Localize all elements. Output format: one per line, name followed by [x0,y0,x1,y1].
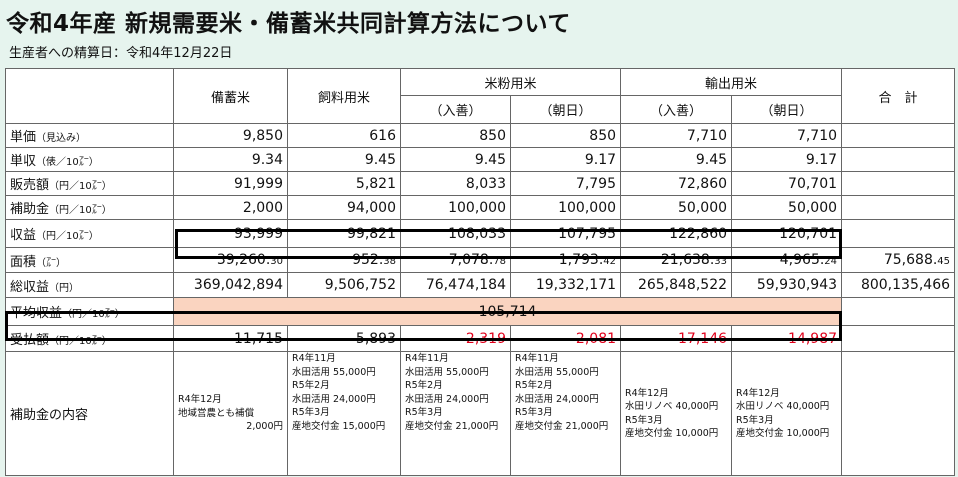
row-label: 単価（見込み） [5,123,174,148]
header-bichiku: 備蓄米 [173,68,288,124]
table-row-subsidy-details: 補助金の内容 R4年12月 地域営農とも補償 2,000円 R4年11月 水田活… [5,351,956,476]
subsidy-detail-cell: R4年12月 地域営農とも補償 2,000円 [173,351,288,476]
table-cell: 9,850 [173,123,288,148]
row-label: 収益（円／10㌃） [5,219,174,248]
table-row-total-revenue: 総収益（円） 369,042,894 9,506,752 76,474,184 … [5,272,956,298]
row-label: 単収（俵／10㌃） [5,147,174,172]
table-cell: 7,795 [509,171,622,196]
table-cell: 93,999 [173,219,288,248]
table-cell: 8,033 [400,171,511,196]
table-cell: 265,848,522 [620,272,733,298]
subsidy-detail-cell: R4年11月 水田活用 55,000円 R5年2月 水田活用 24,000円 R… [400,351,511,476]
table-cell: 39,260.30 [173,247,288,273]
table-cell-total [841,297,956,326]
table-cell-total [841,171,956,196]
table-row-average: 平均収益（円／10㌃） 105,714 [5,297,956,326]
row-label: 補助金の内容 [5,351,174,476]
subsidy-detail-cell: R4年11月 水田活用 55,000円 R5年2月 水田活用 24,000円 R… [509,351,622,476]
table-cell: 120,701 [731,219,843,248]
table-cell: 70,701 [731,171,843,196]
row-label: 総収益（円） [5,272,174,298]
table-cell: 21,638.33 [620,247,733,273]
subsidy-detail-cell: R4年12月 水田リノベ 40,000円 R5年3月 産地交付金 10,000円 [620,351,733,476]
subsidy-detail-cell: R4年12月 水田リノベ 40,000円 R5年3月 産地交付金 10,000円 [731,351,843,476]
header-komeko-iri: （入善） [400,95,511,124]
row-label: 補助金（円／10㌃） [5,195,174,220]
table-cell-total: 800,135,466 [841,272,956,298]
subsidy-detail-cell: R4年11月 水田活用 55,000円 R5年2月 水田活用 24,000円 R… [287,351,401,476]
table-row-payment: 受払額（円／10㌃） 11,715 5,893 -2,319 -2,081 -1… [5,325,956,352]
table-cell-total [841,219,956,248]
table-row: 単価（見込み） 9,850 616 850 850 7,710 7,710 [5,123,956,148]
table-cell-total [841,351,956,476]
calculation-table: 備蓄米 飼料用米 米粉用米 輸出用米 合 計 （入善） （朝日） （入善） （朝… [5,68,956,476]
table-cell: 9.34 [173,147,288,172]
row-label: 面積（㌃） [5,247,174,273]
table-cell: 7,710 [620,123,733,148]
table-cell: 50,000 [731,195,843,220]
table-cell: 850 [400,123,511,148]
table-cell: 122,860 [620,219,733,248]
header-yushutsu: 輸出用米 [620,68,843,96]
header-corner [5,68,174,124]
table-cell-total: 75,688.45 [841,247,956,273]
table-cell-negative: -14,987 [731,325,843,352]
table-cell: 1,793.42 [509,247,622,273]
table-cell: 59,930,943 [731,272,843,298]
table-row: 単収（俵／10㌃） 9.34 9.45 9.45 9.17 9.45 9.17 [5,147,956,172]
table-cell-total [841,147,956,172]
table-cell: 5,893 [287,325,401,352]
table-row: 販売額（円／10㌃） 91,999 5,821 8,033 7,795 72,8… [5,171,956,196]
table-cell-total [841,123,956,148]
table-cell: 94,000 [287,195,401,220]
table-cell: 7,710 [731,123,843,148]
page-title: 令和4年産 新規需要米・備蓄米共同計算方法について [6,11,571,37]
table-cell: 9.17 [509,147,622,172]
table-cell: 99,821 [287,219,401,248]
table-row: 補助金（円／10㌃） 2,000 94,000 100,000 100,000 … [5,195,956,220]
table-cell: 9.45 [400,147,511,172]
average-value: 105,714 [172,297,843,326]
table-cell-negative: -17,146 [620,325,733,352]
row-label: 平均収益（円／10㌃） [5,297,174,326]
table-cell: 76,474,184 [400,272,511,298]
table-cell: 100,000 [400,195,511,220]
table-cell: 108,033 [400,219,511,248]
table-cell: 91,999 [173,171,288,196]
header-shiryo: 飼料用米 [287,68,401,124]
table-cell: 7,078.78 [400,247,511,273]
header-komeko-asahi: （朝日） [509,95,622,124]
table-cell: 72,860 [620,171,733,196]
header-komeko: 米粉用米 [399,68,622,96]
table-cell: 9.45 [287,147,401,172]
table-cell-total [841,195,956,220]
table-cell-negative: -2,319 [400,325,511,352]
header-total: 合 計 [841,68,956,124]
table-cell: 4,965.24 [731,247,843,273]
table-cell: 100,000 [509,195,622,220]
table-cell: 2,000 [173,195,288,220]
table-cell: 5,821 [287,171,401,196]
row-label: 受払額（円／10㌃） [5,325,174,352]
table-cell: 850 [509,123,622,148]
table-cell: 369,042,894 [173,272,288,298]
table-cell-total [841,325,956,352]
table-cell-negative: -2,081 [509,325,622,352]
table-cell: 952.38 [287,247,401,273]
table-cell: 11,715 [173,325,288,352]
table-cell: 50,000 [620,195,733,220]
row-label: 販売額（円／10㌃） [5,171,174,196]
header-yushutsu-asahi: （朝日） [731,95,843,124]
table-row-revenue: 収益（円／10㌃） 93,999 99,821 108,033 107,795 … [5,219,956,248]
settlement-date: 生産者への精算日：令和4年12月22日 [9,46,233,61]
table-row-area: 面積（㌃） 39,260.30 952.38 7,078.78 1,793.42… [5,247,956,273]
header-yushutsu-iri: （入善） [620,95,733,124]
table-cell: 9,506,752 [287,272,401,298]
table-cell: 19,332,171 [509,272,622,298]
table-cell: 9.17 [731,147,843,172]
table-cell: 107,795 [509,219,622,248]
table-cell: 9.45 [620,147,733,172]
table-cell: 616 [287,123,401,148]
